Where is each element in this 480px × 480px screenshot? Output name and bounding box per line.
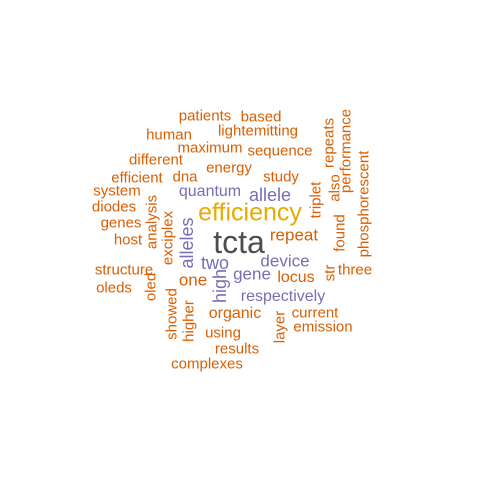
word-emission: emission bbox=[293, 318, 353, 336]
word-results: results bbox=[214, 340, 260, 358]
word-system: system bbox=[93, 182, 141, 200]
word-exciplex: exciplex bbox=[159, 210, 177, 266]
word-respectively: respectively bbox=[240, 288, 326, 305]
word-maximum: maximum bbox=[177, 139, 243, 157]
word-analysis: analysis bbox=[143, 194, 161, 250]
word-high: high bbox=[210, 268, 230, 304]
word-current: current bbox=[291, 304, 339, 322]
word-genes: genes bbox=[100, 214, 142, 232]
word-showed: showed bbox=[163, 288, 181, 340]
word-layer: layer bbox=[271, 310, 289, 344]
word-host: host bbox=[113, 231, 143, 249]
word-patients: patients bbox=[178, 107, 232, 125]
word-lightemitting: lightemitting bbox=[217, 122, 299, 140]
word-complexes: complexes bbox=[171, 355, 243, 373]
word-repeat: repeat bbox=[269, 225, 319, 245]
word-study: study bbox=[263, 168, 299, 186]
word-dna: dna bbox=[172, 168, 198, 186]
word-str: str bbox=[321, 264, 339, 282]
word-allele: allele bbox=[248, 185, 292, 205]
word-gene: gene bbox=[233, 264, 271, 284]
word-phosphorescent: phosphorescent bbox=[355, 150, 373, 258]
word-based: based bbox=[240, 108, 282, 126]
word-two: two bbox=[200, 253, 230, 273]
word-structure: structure bbox=[94, 261, 154, 279]
word-quantum: quantum bbox=[178, 183, 242, 200]
word-oled: oled bbox=[142, 272, 160, 302]
word-triplet: triplet bbox=[307, 181, 325, 219]
word-higher: higher bbox=[180, 300, 198, 342]
word-device: device bbox=[260, 251, 310, 271]
word-alleles: alleles bbox=[177, 217, 197, 269]
word-three: three bbox=[337, 261, 373, 279]
word-sequence: sequence bbox=[247, 142, 313, 160]
word-energy: energy bbox=[206, 159, 252, 177]
word-using: using bbox=[205, 324, 241, 342]
word-organic: organic bbox=[208, 305, 262, 322]
word-oleds: oleds bbox=[96, 279, 132, 297]
word-one: one bbox=[178, 270, 208, 290]
word-human: human bbox=[146, 126, 192, 144]
word-efficiency: efficiency bbox=[198, 198, 302, 227]
word-efficient: efficient bbox=[111, 169, 163, 187]
word-different: different bbox=[129, 151, 183, 169]
word-repeats: repeats bbox=[320, 117, 338, 169]
word-performance: performance bbox=[337, 108, 355, 194]
word-diodes: diodes bbox=[91, 198, 137, 216]
word-found: found bbox=[331, 214, 349, 252]
word-tcta: tcta bbox=[213, 224, 265, 260]
word-locus: locus bbox=[277, 269, 315, 286]
